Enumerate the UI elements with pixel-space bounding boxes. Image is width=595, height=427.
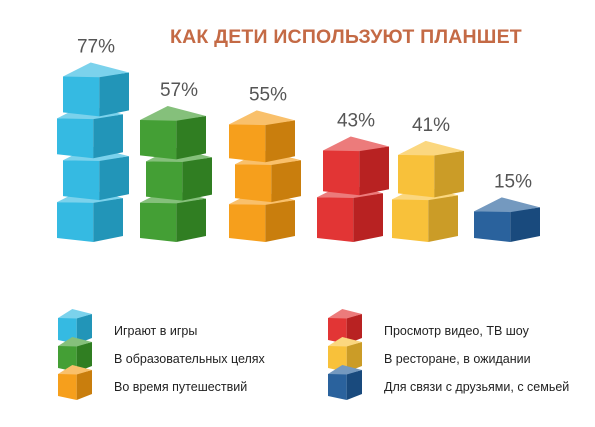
bar-1-cube-2 <box>63 146 129 201</box>
bar-5 <box>392 140 464 242</box>
bar-2 <box>140 106 212 242</box>
bar-6-cube-1 <box>474 197 540 242</box>
bar-4-cube-2 <box>323 136 389 196</box>
legend-swatch-3 <box>58 365 92 400</box>
legend-swatch-5 <box>328 337 362 372</box>
legend-item-2: В образовательных целях <box>58 337 266 372</box>
legend-item-3: Во время путешествий <box>58 365 247 400</box>
bar-2-cube-2 <box>146 147 212 201</box>
legend-label-3: Во время путешествий <box>114 380 247 394</box>
value-label-4: 43% <box>337 110 375 131</box>
value-label-2: 57% <box>160 80 198 101</box>
legend-label-4: Просмотр видео, ТВ шоу <box>384 324 530 338</box>
chart-title: КАК ДЕТИ ИСПОЛЬЗУЮТ ПЛАНШЕТ <box>170 26 522 48</box>
legend-item-6: Для связи с друзьями, с семьей <box>328 365 569 400</box>
bar-1-cube-3 <box>57 104 123 159</box>
bar-4 <box>317 136 389 242</box>
legend-label-6: Для связи с друзьями, с семьей <box>384 380 569 394</box>
bar-1-cube-4 <box>63 62 129 117</box>
value-label-5: 41% <box>412 115 450 136</box>
legend-swatch-1 <box>58 309 92 344</box>
bar-6 <box>474 197 540 242</box>
value-label-6: 15% <box>494 171 532 192</box>
legend-item-1: Играют в игры <box>58 309 197 344</box>
legend-label-5: В ресторане, в ожидании <box>384 352 531 366</box>
bar-1-cube-1 <box>57 188 123 242</box>
bar-3-cube-3 <box>229 110 295 163</box>
legend-item-4: Просмотр видео, ТВ шоу <box>328 309 530 344</box>
bar-2-cube-3 <box>140 106 206 160</box>
value-label-1: 77% <box>77 37 115 58</box>
bar-3 <box>229 110 301 242</box>
legend-label-2: В образовательных целях <box>114 352 266 366</box>
legend-swatch-6 <box>328 365 362 400</box>
legend-item-5: В ресторане, в ожидании <box>328 337 531 372</box>
value-label-3: 55% <box>249 84 287 105</box>
bar-5-cube-2 <box>398 140 464 198</box>
bar-1 <box>57 62 129 242</box>
legend-label-1: Играют в игры <box>114 324 197 338</box>
bar-4-cube-1 <box>317 183 383 242</box>
